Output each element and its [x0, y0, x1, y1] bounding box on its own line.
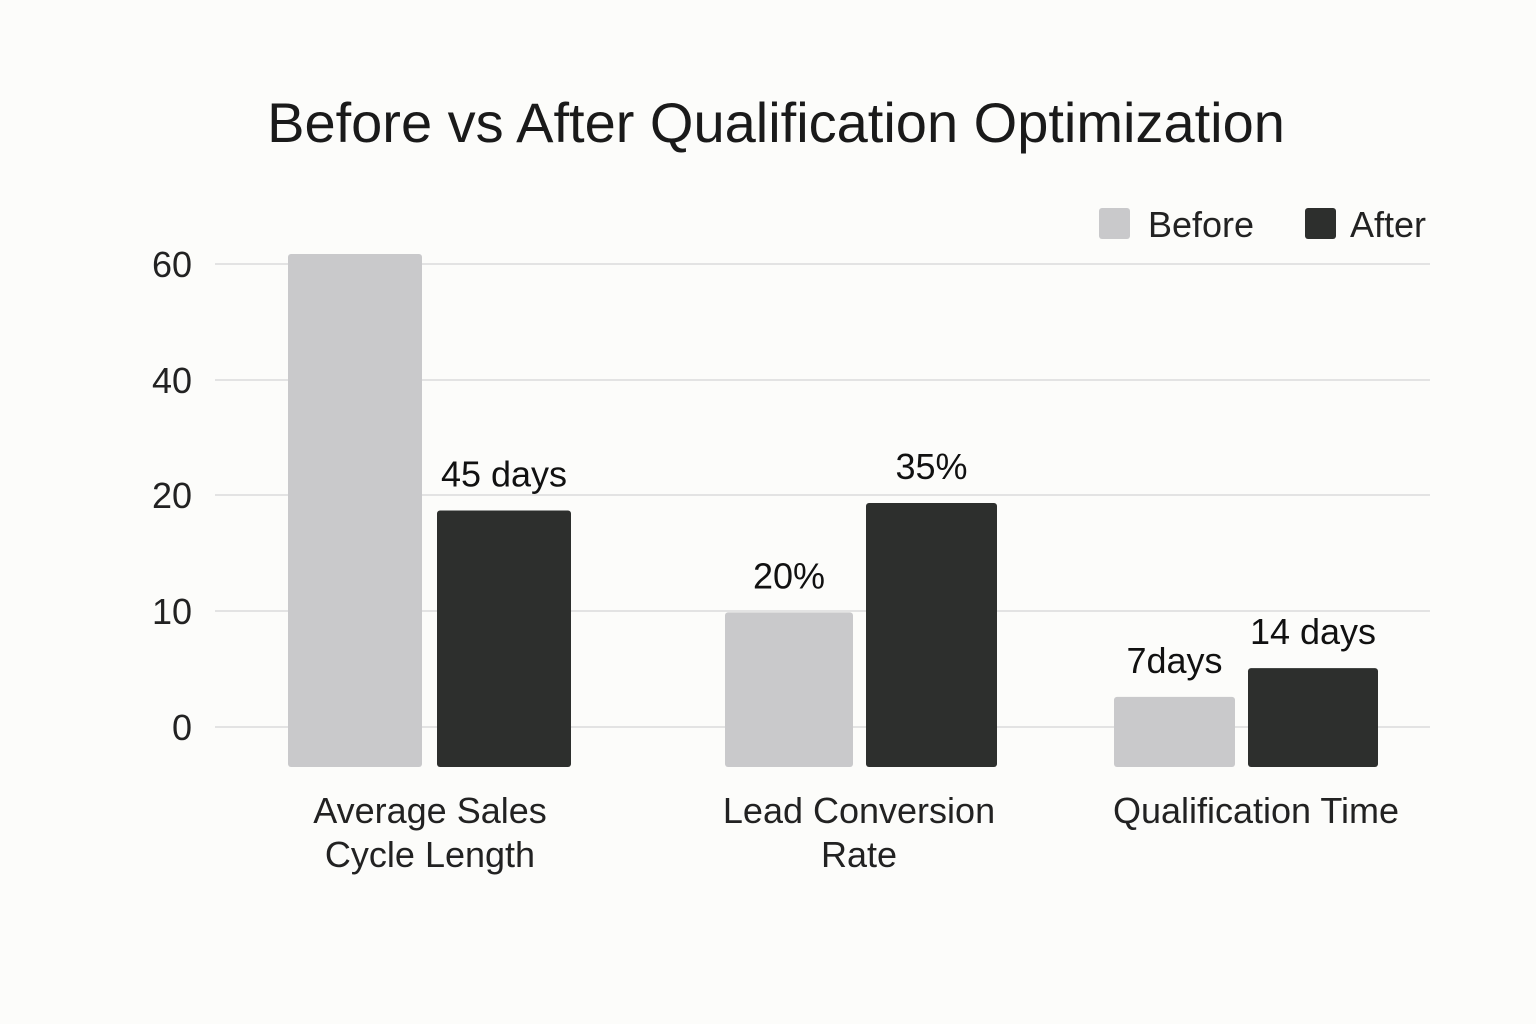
data-labels: 20% 7days 45 days 35% 14 days — [441, 446, 1376, 681]
y-tick-label: 0 — [172, 707, 192, 748]
y-tick-label: 60 — [152, 244, 192, 285]
bars — [288, 254, 1378, 767]
category-label: Lead Conversion — [723, 790, 995, 831]
category-label: Average Sales — [313, 790, 547, 831]
bar-before-0 — [288, 254, 422, 767]
bar-after-2 — [1248, 668, 1378, 767]
data-label-before-2: 7days — [1126, 640, 1222, 681]
bar-before-1 — [725, 612, 853, 767]
category-label: Rate — [821, 834, 897, 875]
data-label-after-0: 45 days — [441, 454, 567, 495]
y-axis-ticks: 0 10 20 40 60 — [152, 244, 192, 748]
y-tick-label: 20 — [152, 475, 192, 516]
legend-label-after: After — [1350, 204, 1426, 245]
legend-swatch-after — [1305, 208, 1336, 239]
legend: Before After — [1099, 204, 1426, 245]
bar-after-1 — [866, 502, 997, 767]
category-label: Cycle Length — [325, 834, 535, 875]
chart-title: Before vs After Qualification Optimizati… — [267, 91, 1285, 154]
y-tick-label: 10 — [152, 591, 192, 632]
legend-label-before: Before — [1148, 204, 1254, 245]
legend-swatch-before — [1099, 208, 1130, 239]
data-label-after-2: 14 days — [1250, 611, 1376, 652]
bar-before-2 — [1114, 696, 1235, 767]
y-tick-label: 40 — [152, 360, 192, 401]
data-label-before-1: 20% — [753, 555, 825, 596]
bar-after-0 — [437, 510, 571, 767]
category-label: Qualification Time — [1113, 790, 1399, 831]
data-label-after-1: 35% — [895, 446, 967, 487]
